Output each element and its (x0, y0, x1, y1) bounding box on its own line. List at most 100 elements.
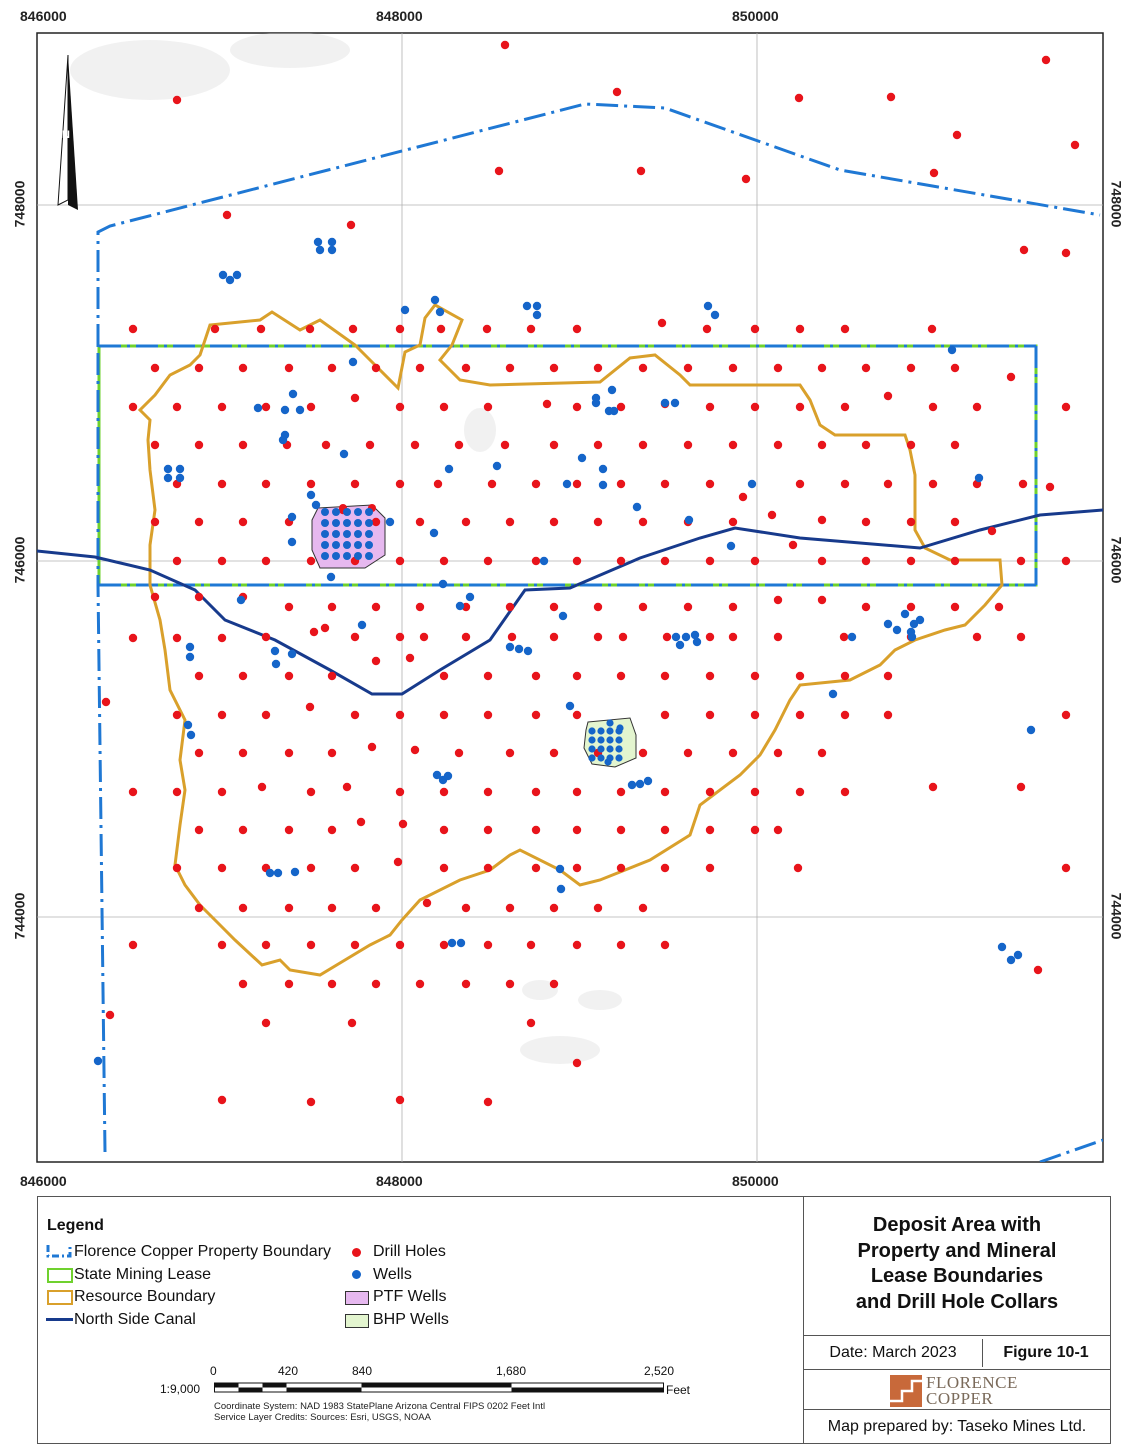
drill-hole-marker (1070, 140, 1080, 150)
drill-hole-marker (572, 479, 582, 489)
drill-hole-marker (817, 363, 827, 373)
drill-hole-marker (172, 556, 182, 566)
well-marker (635, 779, 645, 789)
drill-hole-marker (500, 440, 510, 450)
drill-hole-marker (284, 671, 294, 681)
drill-hole-marker (994, 602, 1004, 612)
drill-hole-marker (616, 787, 626, 797)
drill-hole-marker (306, 940, 316, 950)
drill-hole-marker (572, 787, 582, 797)
x-tick-bottom-846000: 846000 (20, 1173, 67, 1189)
drill-hole-marker (705, 787, 715, 797)
ptf-well-marker (321, 552, 329, 560)
drill-hole-marker (194, 825, 204, 835)
drill-hole-marker (172, 95, 182, 105)
drill-hole-marker (327, 979, 337, 989)
drill-hole-marker (487, 479, 497, 489)
drill-hole-marker (284, 979, 294, 989)
drill-hole-marker (660, 671, 670, 681)
well-marker (703, 301, 713, 311)
drill-hole-marker (906, 517, 916, 527)
drill-hole-marker (817, 515, 827, 525)
drill-hole-marker (728, 517, 738, 527)
ptf-well-marker (354, 530, 362, 538)
drill-hole-marker (795, 402, 805, 412)
well-marker (236, 595, 246, 605)
drill-hole-marker (950, 440, 960, 450)
drill-hole-marker (972, 632, 982, 642)
drill-hole-marker (987, 526, 997, 536)
drill-hole-marker (840, 671, 850, 681)
well-marker (339, 449, 349, 459)
drill-hole-marker (261, 940, 271, 950)
drill-hole-marker (454, 440, 464, 450)
resource-boundary-legend-icon (47, 1290, 73, 1305)
drill-hole-marker (750, 825, 760, 835)
well-marker (598, 464, 608, 474)
ptf-well-marker (365, 508, 373, 516)
bhp-well-marker (597, 754, 605, 762)
drill-hole-marker (906, 556, 916, 566)
legend-label-ptf-wells: PTF Wells (373, 1288, 447, 1305)
drill-hole-marker (461, 517, 471, 527)
drill-hole-marker (172, 633, 182, 643)
drill-hole-marker (767, 510, 777, 520)
drill-hole-marker (439, 825, 449, 835)
drill-hole-marker (257, 782, 267, 792)
drill-hole-marker (461, 363, 471, 373)
drill-hole-marker (1061, 863, 1071, 873)
well-marker (435, 307, 445, 317)
ptf-well-marker (332, 530, 340, 538)
drill-hole-marker (616, 825, 626, 835)
well-marker (747, 479, 757, 489)
drill-hole-marker (1061, 248, 1071, 258)
drill-hole-marker (531, 825, 541, 835)
well-marker (558, 611, 568, 621)
ptf-well-marker (365, 530, 373, 538)
ptf-well-marker (343, 541, 351, 549)
drill-hole-marker (347, 1018, 357, 1028)
map-date: Date: March 2023 (804, 1339, 983, 1367)
graticule (37, 33, 1103, 1162)
bhp-well-marker (615, 754, 623, 762)
bhp-well-marker (606, 745, 614, 753)
drill-hole-marker (950, 556, 960, 566)
bhp-well-marker (597, 745, 605, 753)
figure-title-line-3: Lease Boundaries (870, 1265, 1044, 1287)
drill-hole-marker (433, 479, 443, 489)
drill-hole-marker (795, 710, 805, 720)
drill-hole-marker (128, 940, 138, 950)
service-layer-credits: Service Layer Credits: Sources: Esri, US… (214, 1412, 431, 1423)
drill-hole-marker (883, 710, 893, 720)
drill-hole-marker (683, 440, 693, 450)
drill-hole-marker (728, 748, 738, 758)
drill-hole-marker (572, 556, 582, 566)
ptf-well-marker (321, 541, 329, 549)
drill-hole-marker (101, 697, 111, 707)
well-marker (591, 398, 601, 408)
drill-hole-marker (773, 595, 783, 605)
drill-hole-marker (750, 710, 760, 720)
florence-copper-logo: FLORENCE COPPER (890, 1373, 1030, 1409)
scale-tick-840: 840 (352, 1364, 373, 1378)
well-marker (455, 601, 465, 611)
drill-hole-marker (1041, 55, 1051, 65)
ptf-well-marker (343, 508, 351, 516)
drill-hole-marker (1016, 782, 1026, 792)
drill-hole-marker (883, 391, 893, 401)
florence-copper-logo-icon (890, 1375, 922, 1407)
drill-hole-marker (321, 440, 331, 450)
drill-hole-marker (883, 671, 893, 681)
drill-hole-marker (217, 787, 227, 797)
drill-hole-marker (395, 710, 405, 720)
well-marker (400, 305, 410, 315)
drill-hole-marker (572, 940, 582, 950)
drill-hole-marker (483, 402, 493, 412)
well-marker (185, 642, 195, 652)
well-marker (185, 652, 195, 662)
drill-hole-marker (660, 940, 670, 950)
drill-hole-marker (505, 363, 515, 373)
drill-hole-marker (728, 632, 738, 642)
drill-hole-marker (439, 556, 449, 566)
ptf-well-marker (332, 552, 340, 560)
